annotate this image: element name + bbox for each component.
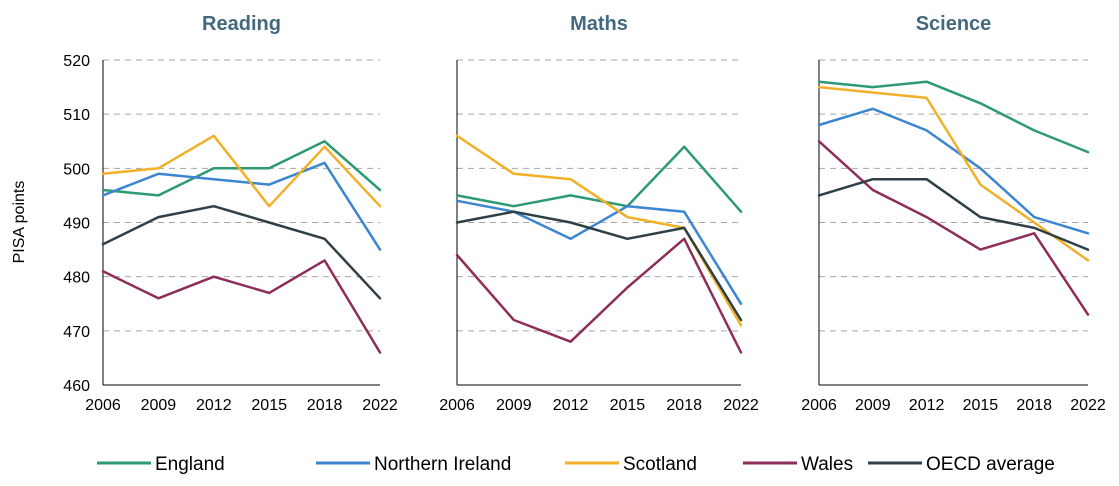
x-tick-label-maths-2006: 2006 [439,397,475,414]
x-tick-label-reading-2009: 2009 [141,397,177,414]
y-tick-label-520: 520 [63,53,90,70]
x-tick-label-reading-2012: 2012 [196,397,232,414]
series-line-reading-wales [101,259,382,354]
series-line-science-oecd-average [817,177,1090,251]
x-tick-label-maths-2018: 2018 [666,397,702,414]
y-axis-title: PISA points [11,181,28,264]
x-tick-label-science-2009: 2009 [855,397,891,414]
x-tick-label-maths-2022: 2022 [723,397,759,414]
series-line-science-england [817,80,1090,154]
series-line-reading-northern-ireland [101,161,382,251]
series-line-maths-northern-ireland [455,199,743,306]
series-line-science-wales [817,140,1090,316]
y-tick-label-470: 470 [63,324,90,341]
x-tick-label-maths-2015: 2015 [610,397,646,414]
series-line-maths-wales [455,237,743,354]
series-line-science-scotland [817,85,1090,262]
legend-label-england: England [155,454,225,475]
series-line-maths-england [455,145,743,213]
y-tick-label-500: 500 [63,161,90,178]
series-line-reading-england [101,140,382,197]
x-tick-label-science-2022: 2022 [1070,397,1106,414]
panel-title-maths: Maths [570,13,628,35]
legend-label-wales: Wales [801,454,853,475]
legend-label-oecd-average: OECD average [926,454,1055,475]
legend-label-scotland: Scotland [623,454,697,475]
series-line-science-northern-ireland [817,107,1090,235]
x-tick-label-reading-2006: 2006 [85,397,121,414]
legend-label-northern-ireland: Northern Ireland [374,454,511,475]
panel-title-science: Science [916,13,992,35]
y-tick-label-490: 490 [63,216,90,233]
y-tick-label-510: 510 [63,107,90,124]
x-tick-label-maths-2012: 2012 [553,397,589,414]
x-tick-label-reading-2022: 2022 [362,397,398,414]
x-tick-label-science-2018: 2018 [1016,397,1052,414]
y-tick-label-480: 480 [63,270,90,287]
series-line-reading-oecd-average [101,204,382,300]
x-tick-label-science-2012: 2012 [909,397,945,414]
series-line-maths-oecd-average [455,210,743,322]
x-tick-label-reading-2018: 2018 [307,397,343,414]
x-tick-label-reading-2015: 2015 [251,397,287,414]
x-tick-label-maths-2009: 2009 [496,397,532,414]
series-line-reading-scotland [101,134,382,208]
x-tick-label-science-2015: 2015 [963,397,999,414]
panel-title-reading: Reading [202,13,281,35]
x-tick-label-science-2006: 2006 [801,397,837,414]
y-tick-label-460: 460 [63,378,90,395]
